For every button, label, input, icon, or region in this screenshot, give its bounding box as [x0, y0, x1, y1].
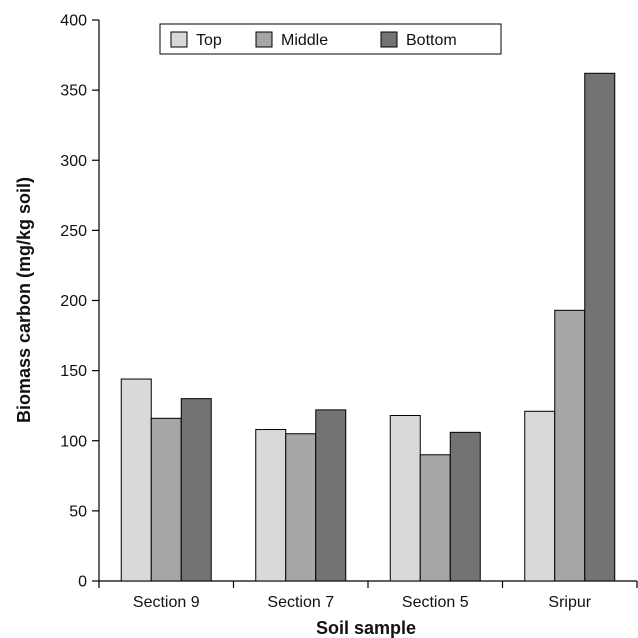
y-tick-label: 150: [60, 363, 87, 380]
y-tick-label: 0: [78, 574, 87, 591]
y-tick-label: 250: [60, 223, 87, 240]
legend-swatch-bottom: [380, 31, 398, 48]
bar-middle-section-7: [285, 433, 317, 582]
bar-bottom-section-7: [315, 409, 347, 582]
x-tick-label: Section 5: [402, 594, 469, 611]
y-tick-label: 100: [60, 433, 87, 450]
legend: Top Middle Bottom: [159, 23, 502, 55]
legend-label-middle: Middle: [281, 32, 328, 49]
bar-bottom-section-9: [180, 398, 212, 582]
bars-group: [120, 72, 616, 582]
y-ticks-group: 0 50 100 150 200 250 300 350 400: [60, 13, 99, 591]
x-tick-label: Section 9: [133, 594, 200, 611]
x-axis-title: Soil sample: [316, 618, 416, 638]
legend-swatch-top: [170, 31, 188, 48]
legend-frame: [159, 23, 502, 55]
bar-middle-sripur: [554, 309, 586, 582]
bar-middle-section-9: [150, 417, 182, 582]
y-tick-label: 300: [60, 153, 87, 170]
bar-top-sripur: [524, 410, 556, 582]
legend-swatch-middle: [255, 31, 273, 48]
bar-bottom-section-5: [449, 431, 481, 582]
x-ticks-group: Section 9 Section 7 Section 5 Sripur: [98, 581, 638, 611]
y-tick-label: 200: [60, 293, 87, 310]
y-tick-label: 350: [60, 83, 87, 100]
legend-label-top: Top: [196, 32, 222, 49]
y-tick-label: 400: [60, 13, 87, 30]
y-tick-label: 50: [69, 503, 87, 520]
x-tick-label: Sripur: [548, 594, 591, 611]
bar-middle-section-5: [419, 454, 451, 582]
x-tick-label: Section 7: [267, 594, 334, 611]
bar-top-section-5: [389, 415, 421, 582]
bar-bottom-sripur: [584, 72, 616, 582]
legend-label-bottom: Bottom: [406, 32, 457, 49]
bar-top-section-9: [120, 378, 152, 582]
y-axis-title: Biomass carbon (mg/kg soil): [14, 177, 34, 423]
bar-top-section-7: [255, 429, 287, 582]
